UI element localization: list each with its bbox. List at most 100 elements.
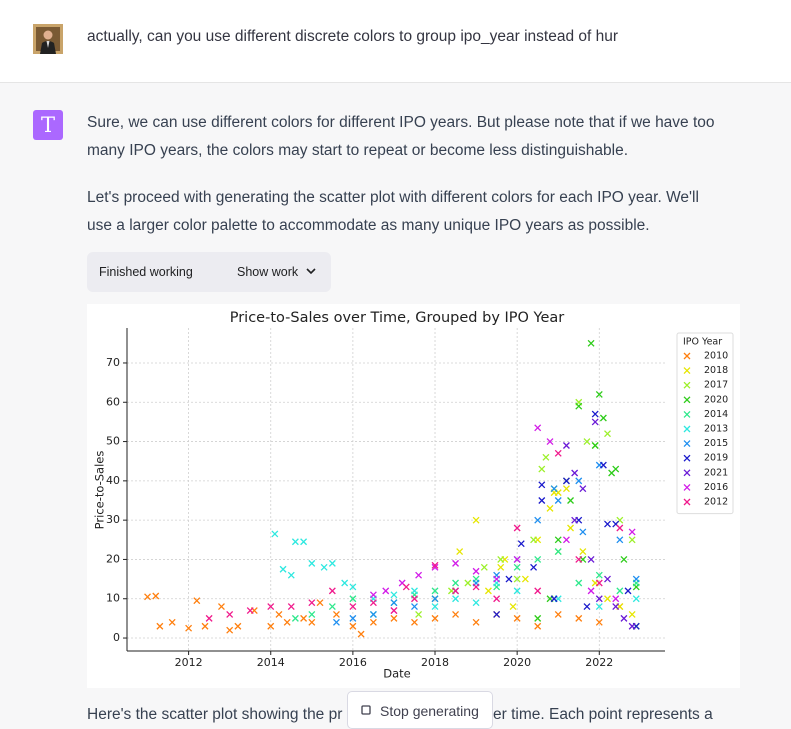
legend-label: 2017 <box>704 380 728 391</box>
legend-marker <box>683 483 691 491</box>
legend-label: 2013 <box>704 424 728 435</box>
scatter-point <box>156 622 164 630</box>
y-tick-label: 70 <box>106 356 120 369</box>
scatter-point <box>349 614 357 622</box>
scatter-point <box>583 603 591 611</box>
legend-marker <box>683 469 691 477</box>
scatter-point <box>152 592 160 600</box>
scatter-point <box>472 516 480 524</box>
scatter-point <box>308 618 316 626</box>
scatter-point <box>546 504 554 512</box>
scatter-point <box>493 575 501 583</box>
scatter-point <box>534 622 542 630</box>
scatter-point <box>628 610 636 618</box>
scatter-point <box>554 548 562 556</box>
scatter-point <box>554 610 562 618</box>
scatter-point <box>567 497 575 504</box>
scatter-point <box>464 579 472 587</box>
x-tick-label: 2016 <box>339 656 367 669</box>
legend-marker <box>683 498 691 506</box>
scatter-point <box>390 607 398 614</box>
y-axis-label: Price-to-Sales <box>93 451 107 530</box>
scatter-point <box>599 461 607 469</box>
scatter-point <box>567 524 575 532</box>
scatter-point <box>579 548 587 556</box>
scatter-point <box>308 559 316 567</box>
scatter-point <box>431 563 439 571</box>
scatter-point <box>267 622 275 630</box>
legend-label: 2016 <box>704 482 728 493</box>
scatter-point <box>185 624 193 632</box>
scatter-point <box>349 583 357 591</box>
scatter-point <box>534 614 542 622</box>
y-tick-label: 50 <box>106 435 120 448</box>
scatter-point <box>431 561 439 569</box>
scatter-point <box>308 599 316 607</box>
scatter-point <box>484 587 492 595</box>
x-tick-label: 2012 <box>175 656 203 669</box>
y-tick-label: 60 <box>106 395 120 408</box>
y-tick-label: 0 <box>113 631 120 644</box>
chart: Price-to-Sales over Time, Grouped by IPO… <box>93 310 734 681</box>
legend-label: 2010 <box>704 351 728 362</box>
scatter-point <box>279 565 287 573</box>
scatter-point <box>357 630 365 638</box>
scatter-point <box>554 449 562 457</box>
y-tick-label: 40 <box>106 474 120 487</box>
scatter-point <box>534 516 542 524</box>
scatter-point <box>411 587 418 595</box>
stop-button[interactable]: Stop generating <box>347 691 493 729</box>
scatter-point <box>291 614 299 622</box>
x-tick-label: 2014 <box>257 656 285 669</box>
scatter-point <box>402 583 410 591</box>
scatter-point <box>390 599 398 607</box>
scatter-point <box>452 610 460 618</box>
scatter-point <box>275 610 283 618</box>
scatter-point <box>144 593 151 601</box>
scatter-point <box>271 530 279 538</box>
show-work-toggle[interactable]: Show work <box>237 265 299 279</box>
y-tick-label: 30 <box>106 513 120 526</box>
legend-label: 2015 <box>704 438 728 449</box>
scatter-point <box>287 603 295 611</box>
stop-icon <box>361 705 371 715</box>
legend-label: 2014 <box>704 409 728 420</box>
legend-box <box>676 332 734 515</box>
scatter-point <box>595 595 603 603</box>
scatter-point <box>513 524 521 532</box>
user-message: actually, can you use different discrete… <box>87 28 619 45</box>
scatter-point <box>591 442 599 449</box>
scatter-point <box>390 614 398 622</box>
scatter-point <box>480 563 488 571</box>
scatter-point <box>226 626 234 634</box>
y-tick-label: 10 <box>106 592 120 605</box>
legend: IPO Year 2010 2018 2017 2020 2014 2013 2015 2019… <box>676 332 734 515</box>
scatter-point <box>452 595 460 603</box>
scatter-point <box>332 610 340 618</box>
scatter-point <box>554 536 562 544</box>
legend-label: 2018 <box>704 365 728 376</box>
scatter-point <box>579 485 587 493</box>
scatter-point <box>591 410 599 418</box>
scatter-point <box>575 402 583 410</box>
scatter-point <box>308 610 316 618</box>
legend-label: 2019 <box>704 453 728 464</box>
chevron-icon <box>306 268 316 275</box>
paragraph-line: Sure, we can use different colors for di… <box>87 114 715 131</box>
scatter-point <box>452 579 460 587</box>
scatter-point <box>575 614 583 622</box>
legend-marker <box>683 440 691 448</box>
scatter-point <box>632 595 640 603</box>
scatter-point <box>591 418 599 426</box>
work-panel: Finished working Show work <box>87 252 331 292</box>
scatter-point <box>369 610 377 618</box>
scatter-point <box>587 587 595 595</box>
scatter-point <box>624 587 632 595</box>
scatter-point <box>267 603 275 611</box>
scatter-point <box>534 587 542 595</box>
scatter-point <box>616 524 624 532</box>
x-tick-label: 2022 <box>585 656 613 669</box>
scatter-point <box>497 555 505 563</box>
scatter-point <box>616 536 624 544</box>
scatter-point <box>472 599 480 607</box>
